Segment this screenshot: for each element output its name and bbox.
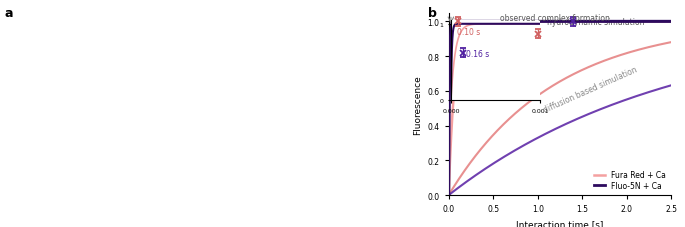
- Legend: Fura Red + Ca, Fluo-5N + Ca: Fura Red + Ca, Fluo-5N + Ca: [592, 169, 667, 191]
- Text: 0.16 s: 0.16 s: [466, 50, 490, 59]
- X-axis label: Interaction time [s]: Interaction time [s]: [516, 219, 603, 227]
- Text: diffusion based simulation: diffusion based simulation: [543, 65, 638, 114]
- Text: hydrodynamic simulation: hydrodynamic simulation: [547, 17, 644, 27]
- Text: b: b: [428, 7, 437, 20]
- Text: 0.10 s: 0.10 s: [457, 28, 480, 37]
- Text: a: a: [4, 7, 13, 20]
- Text: observed complex formation: observed complex formation: [500, 15, 610, 23]
- Y-axis label: Fluorescence: Fluorescence: [413, 75, 422, 134]
